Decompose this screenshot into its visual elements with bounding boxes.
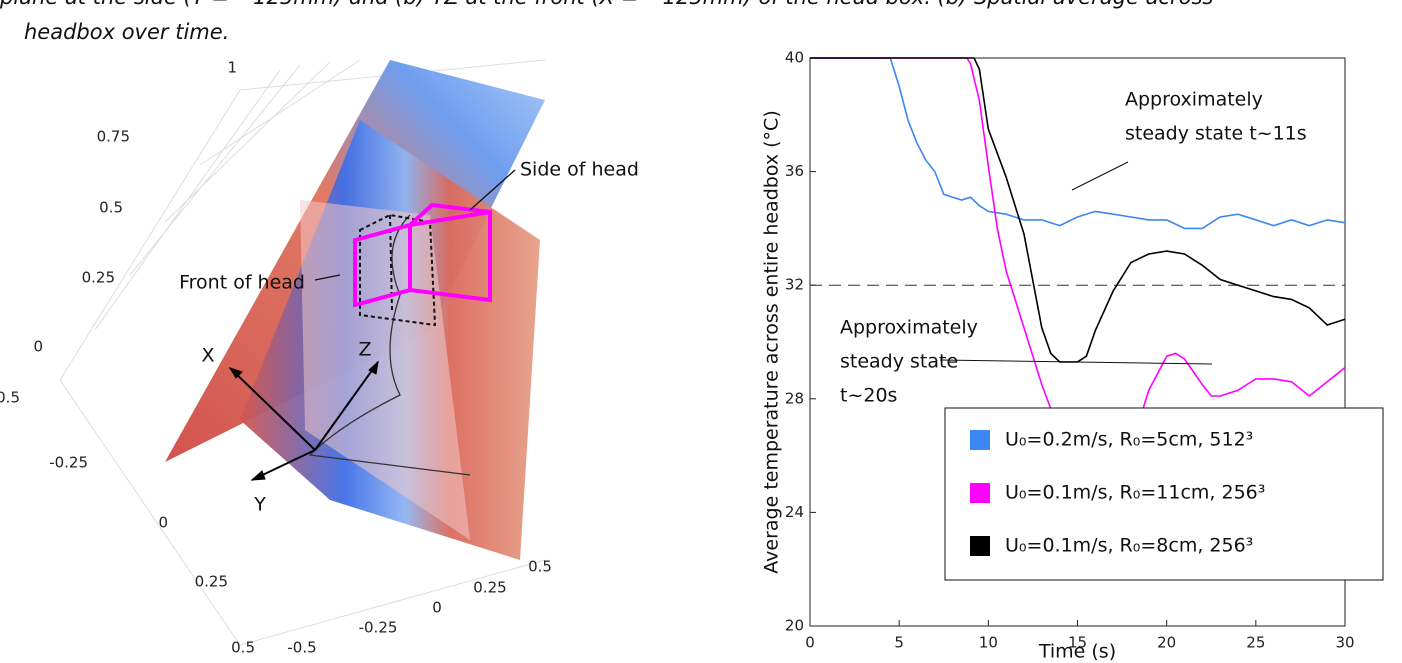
y-tick-label: 0.5	[528, 558, 552, 576]
annotation: t~20s	[840, 385, 897, 407]
x-tick-label: 20	[1157, 634, 1176, 652]
y-tick-label: 0.25	[473, 579, 506, 597]
legend-swatch	[970, 430, 990, 450]
y-tick-label: 32	[785, 276, 804, 294]
legend-swatch	[970, 536, 990, 556]
x-tick-label: 0	[805, 634, 815, 652]
caption-line: headbox over time.	[24, 20, 229, 44]
y-tick-label: 40	[785, 49, 804, 67]
annotation: steady state t~11s	[1125, 123, 1307, 145]
y-tick-label: 24	[785, 503, 804, 521]
caption-line: plane at the side (Y = −125mm) and (b) Y…	[0, 0, 1213, 9]
x-tick-label: 30	[1335, 634, 1354, 652]
figure: plane at the side (Y = −125mm) and (b) Y…	[0, 0, 1402, 663]
legend-label: U₀=0.1m/s, R₀=11cm, 256³	[1005, 482, 1265, 504]
z-tick-label: 0.75	[97, 128, 130, 146]
legend-label: U₀=0.2m/s, R₀=5cm, 512³	[1005, 429, 1253, 451]
y-tick-label: 36	[785, 162, 804, 180]
x-tick-label: 10	[979, 634, 998, 652]
x-tick-label: 0.5	[231, 639, 255, 657]
y-tick-label: 28	[785, 389, 804, 407]
axis-name: Y	[253, 494, 266, 516]
z-tick-label: 0.25	[82, 269, 115, 287]
annotation: Approximately	[840, 317, 978, 339]
annotation: Approximately	[1125, 89, 1263, 111]
x-tick-label: 25	[1246, 634, 1265, 652]
axis-name: Z	[358, 339, 371, 361]
y-tick-label: 0	[432, 599, 442, 617]
x-tick-label: 5	[894, 634, 904, 652]
x-tick-label: 0	[158, 514, 168, 532]
y-tick-label: -0.25	[359, 619, 398, 637]
x-axis-label: Time (s)	[1038, 641, 1116, 663]
annotation: steady state	[840, 351, 958, 373]
z-tick-label: 1	[227, 59, 237, 77]
x-tick-label: -0.25	[49, 454, 88, 472]
leader-line	[940, 162, 1212, 364]
legend-label: U₀=0.1m/s, R₀=8cm, 256³	[1005, 535, 1253, 557]
z-tick-label: 0.5	[99, 199, 123, 217]
figure-page: plane at the side (Y = −125mm) and (b) Y…	[0, 0, 1402, 663]
series-line	[810, 58, 1345, 433]
3d-view	[60, 60, 545, 645]
y-axis-label: Average temperature across entire headbo…	[761, 110, 783, 573]
y-tick-label: 20	[785, 617, 804, 635]
x-tick-label: 0.25	[195, 573, 228, 591]
annotation: Front of head	[179, 272, 305, 294]
y-tick-label: -0.5	[287, 639, 316, 657]
x-tick-label: -0.5	[0, 389, 20, 407]
annotation: Side of head	[520, 159, 639, 181]
legend-swatch	[970, 483, 990, 503]
axis-name: X	[201, 345, 214, 367]
z-tick-label: 0	[33, 338, 43, 356]
